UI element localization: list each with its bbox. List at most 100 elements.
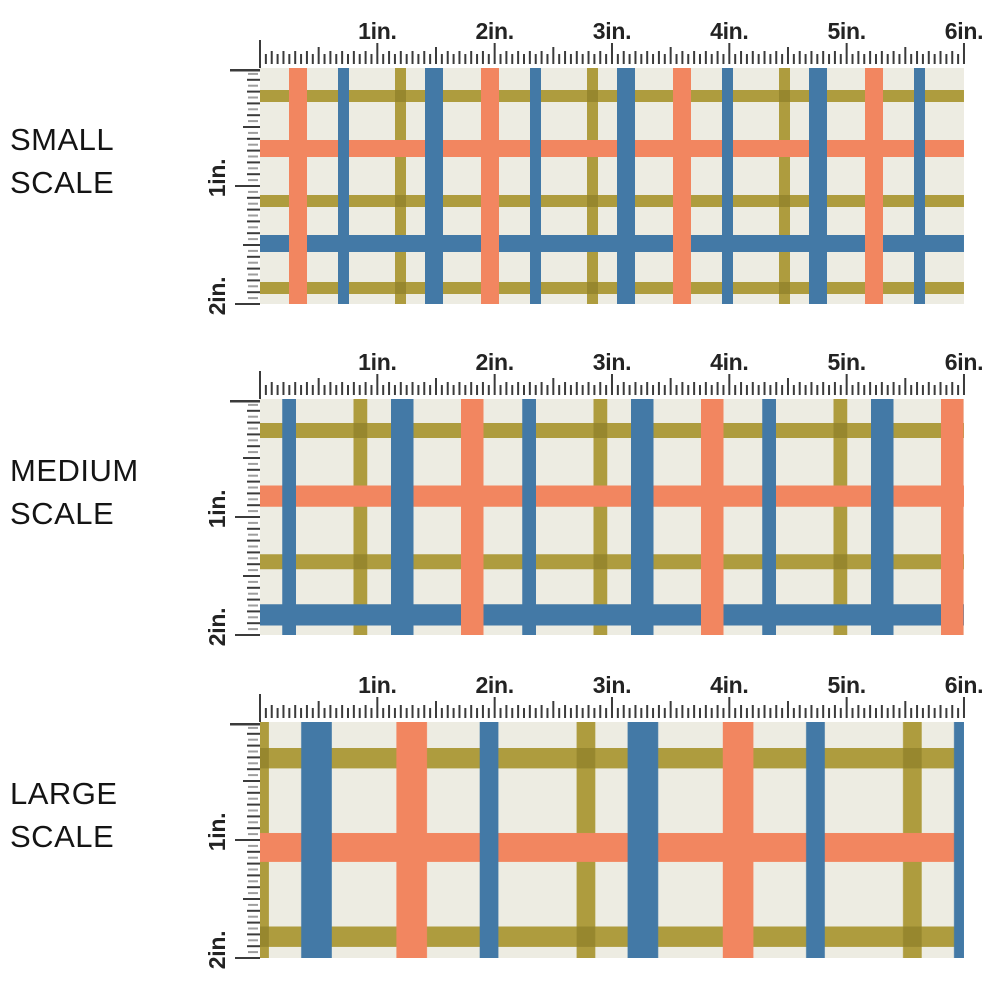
ruler-tick <box>399 51 402 64</box>
ruler-tick <box>247 933 260 936</box>
ruler-tick <box>499 54 502 64</box>
ruler-tick <box>669 47 672 64</box>
ruler-tick <box>581 54 584 64</box>
ruler-tick <box>493 374 496 395</box>
ruler-tick <box>300 385 303 395</box>
top-ruler-label: 1in. <box>358 672 396 698</box>
ruler-tick <box>698 385 701 395</box>
ruler-tick <box>411 705 414 718</box>
ruler-tick <box>405 54 408 64</box>
ruler-tick <box>248 439 258 442</box>
left-ruler: 1in. 2in. <box>204 69 260 315</box>
ruler-tick <box>452 708 455 718</box>
ruler-tick <box>429 385 432 395</box>
ruler-tick <box>558 708 561 718</box>
ruler-tick <box>259 40 261 68</box>
ruler-tick <box>564 382 567 395</box>
ruler-tick <box>358 385 361 395</box>
ruler-tick <box>458 382 461 395</box>
ruler-tick <box>710 385 713 395</box>
ruler-tick <box>693 705 696 718</box>
ruler-tick <box>505 382 508 395</box>
ruler-tick <box>863 385 866 395</box>
ruler-tick <box>522 708 525 718</box>
ruler-tick <box>434 47 437 64</box>
ruler-tick <box>757 385 760 395</box>
ruler-tick <box>962 374 965 395</box>
ruler-tick <box>927 705 930 718</box>
ruler-tick <box>839 54 842 64</box>
ruler-tick <box>481 705 484 718</box>
top-ruler-label: 4in. <box>710 349 748 375</box>
ruler-tick <box>382 385 385 395</box>
ruler-tick <box>470 382 473 395</box>
ruler-tick <box>243 244 260 246</box>
ruler-tick <box>248 809 258 812</box>
ruler-tick <box>698 708 701 718</box>
ruler-tick <box>599 705 602 718</box>
ruler-tick <box>248 856 258 859</box>
ruler-tick <box>247 874 260 877</box>
ruler-tick <box>710 708 713 718</box>
ruler-tick <box>358 54 361 64</box>
ruler-tick <box>622 705 625 718</box>
ruler-tick <box>247 744 260 747</box>
ruler-tick <box>505 51 508 64</box>
ruler-tick <box>916 705 919 718</box>
ruler-tick <box>230 400 260 403</box>
top-ruler-label: 1in. <box>358 18 396 44</box>
ruler-tick <box>927 51 930 64</box>
ruler-tick <box>874 708 877 718</box>
ruler-tick <box>487 54 490 64</box>
plaid-swatch-large <box>260 722 964 958</box>
ruler-tick <box>248 774 258 777</box>
label-line-2: SCALE <box>10 819 115 854</box>
ruler-tick <box>247 815 260 818</box>
ruler-tick <box>346 54 349 64</box>
ruler-tick <box>722 385 725 395</box>
ruler-tick <box>248 120 258 123</box>
ruler-tick <box>247 220 260 223</box>
ruler-tick <box>540 382 543 395</box>
left-ruler-label: 1in. <box>204 813 230 851</box>
ruler-tick <box>798 382 801 395</box>
ruler-tick <box>640 54 643 64</box>
ruler-tick <box>939 51 942 64</box>
ruler-tick <box>393 54 396 64</box>
ruler-tick <box>248 951 258 954</box>
ruler-tick <box>810 51 813 64</box>
ruler-tick <box>248 915 258 918</box>
ruler-tick <box>781 708 784 718</box>
ruler-tick <box>652 708 655 718</box>
left-ruler: 1in. 2in. <box>204 723 260 969</box>
ruler-tick <box>921 385 924 395</box>
ruler-tick <box>558 54 561 64</box>
ruler-tick <box>294 51 297 64</box>
ruler-tick <box>248 892 258 895</box>
medium-scale-label: MEDIUM SCALE <box>10 449 139 535</box>
ruler-tick <box>247 161 260 164</box>
ruler-tick <box>248 285 258 288</box>
ruler-tick <box>247 803 260 806</box>
ruler-tick <box>693 51 696 64</box>
ruler-tick <box>675 385 678 395</box>
ruler-tick <box>248 833 258 836</box>
ruler-tick <box>282 705 285 718</box>
ruler-tick <box>804 708 807 718</box>
ruler-tick <box>886 54 889 64</box>
ruler-tick <box>248 72 258 75</box>
ruler-tick <box>446 705 449 718</box>
ruler-tick <box>681 51 684 64</box>
ruler-tick <box>851 385 854 395</box>
ruler-tick <box>605 385 608 395</box>
ruler-tick <box>317 701 320 718</box>
ruler-tick <box>833 51 836 64</box>
ruler-tick <box>745 708 748 718</box>
ruler-tick <box>346 708 349 718</box>
ruler-tick <box>429 54 432 64</box>
top-ruler-label: 4in. <box>710 18 748 44</box>
ruler-tick <box>335 54 338 64</box>
ruler-tick <box>517 382 520 395</box>
small-scale-swatch-figure: 1in. 2in. 3in. 4in. 5in. 6in. 1in. 2in. <box>204 18 983 315</box>
ruler-tick <box>247 409 260 412</box>
